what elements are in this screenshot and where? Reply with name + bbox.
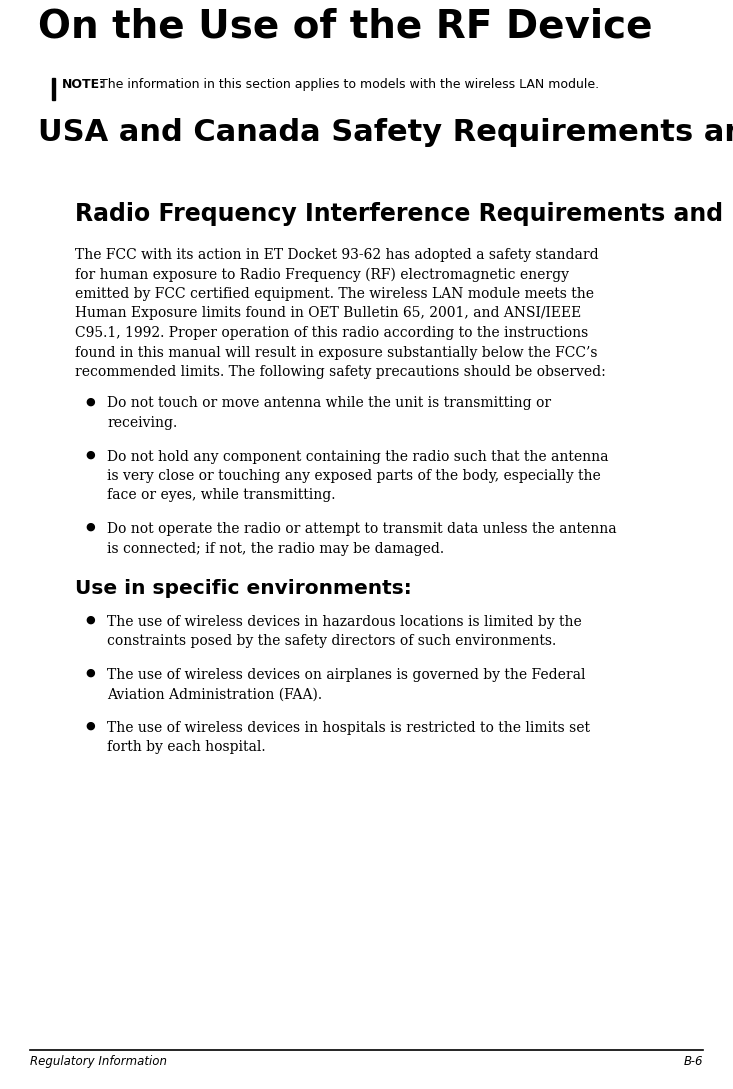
Text: The information in this section applies to models with the wireless LAN module.: The information in this section applies …: [100, 78, 599, 91]
Text: On the Use of the RF Device: On the Use of the RF Device: [38, 8, 652, 46]
Text: Human Exposure limits found in OET Bulletin 65, 2001, and ANSI/IEEE: Human Exposure limits found in OET Bulle…: [75, 306, 581, 320]
Text: Do not touch or move antenna while the unit is transmitting or: Do not touch or move antenna while the u…: [107, 396, 551, 411]
Text: Aviation Administration (FAA).: Aviation Administration (FAA).: [107, 687, 322, 701]
Text: The FCC with its action in ET Docket 93-62 has adopted a safety standard: The FCC with its action in ET Docket 93-…: [75, 248, 599, 262]
Text: Regulatory Information: Regulatory Information: [30, 1055, 167, 1068]
Text: emitted by FCC certified equipment. The wireless LAN module meets the: emitted by FCC certified equipment. The …: [75, 287, 594, 301]
Text: NOTE:: NOTE:: [62, 78, 105, 91]
Text: ●: ●: [85, 450, 95, 460]
Text: ●: ●: [85, 522, 95, 533]
Text: Do not operate the radio or attempt to transmit data unless the antenna: Do not operate the radio or attempt to t…: [107, 522, 616, 536]
Text: face or eyes, while transmitting.: face or eyes, while transmitting.: [107, 489, 336, 502]
Text: ●: ●: [85, 615, 95, 625]
Text: The use of wireless devices on airplanes is governed by the Federal: The use of wireless devices on airplanes…: [107, 668, 586, 682]
Text: receiving.: receiving.: [107, 416, 177, 430]
Text: constraints posed by the safety directors of such environments.: constraints posed by the safety director…: [107, 635, 556, 649]
Text: forth by each hospital.: forth by each hospital.: [107, 741, 265, 755]
Text: B-6: B-6: [683, 1055, 703, 1068]
Text: found in this manual will result in exposure substantially below the FCC’s: found in this manual will result in expo…: [75, 345, 597, 359]
Text: for human exposure to Radio Frequency (RF) electromagnetic energy: for human exposure to Radio Frequency (R…: [75, 268, 569, 282]
Text: ●: ●: [85, 668, 95, 678]
Text: The use of wireless devices in hospitals is restricted to the limits set: The use of wireless devices in hospitals…: [107, 721, 590, 735]
Text: ●: ●: [85, 721, 95, 731]
Text: Use in specific environments:: Use in specific environments:: [75, 579, 412, 598]
Text: C95.1, 1992. Proper operation of this radio according to the instructions: C95.1, 1992. Proper operation of this ra…: [75, 326, 589, 340]
Text: Radio Frequency Interference Requirements and SAR: Radio Frequency Interference Requirement…: [75, 201, 733, 227]
Text: USA and Canada Safety Requirements and Notices: USA and Canada Safety Requirements and N…: [38, 118, 733, 147]
Text: ●: ●: [85, 396, 95, 406]
Text: is connected; if not, the radio may be damaged.: is connected; if not, the radio may be d…: [107, 541, 444, 555]
Text: recommended limits. The following safety precautions should be observed:: recommended limits. The following safety…: [75, 365, 605, 379]
Text: Do not hold any component containing the radio such that the antenna: Do not hold any component containing the…: [107, 450, 608, 464]
Bar: [52, 78, 55, 100]
Text: The use of wireless devices in hazardous locations is limited by the: The use of wireless devices in hazardous…: [107, 615, 582, 629]
Text: is very close or touching any exposed parts of the body, especially the: is very close or touching any exposed pa…: [107, 469, 601, 484]
